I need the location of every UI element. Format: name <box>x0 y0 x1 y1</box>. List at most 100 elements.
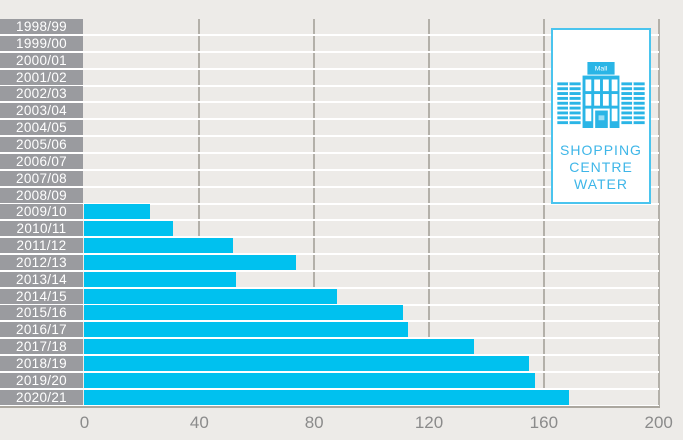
svg-text:Mall: Mall <box>595 66 608 73</box>
gridline-120 <box>428 19 431 407</box>
chart-row: 2014/15 <box>0 288 683 304</box>
category-label: 2015/16 <box>0 305 83 321</box>
chart-row: 2008/09 <box>0 187 683 203</box>
row-separator <box>0 253 659 256</box>
chart-row: 2018/19 <box>0 356 683 371</box>
category-label: 2008/09 <box>0 187 83 203</box>
row-separator <box>0 286 659 289</box>
row-separator <box>0 168 659 171</box>
chart-row: 2010/11 <box>0 221 683 237</box>
row-separator <box>0 404 659 407</box>
row-separator <box>0 84 659 87</box>
gridline-160 <box>542 19 545 407</box>
row-separator <box>0 202 659 205</box>
chart-row: 1999/00 <box>0 35 683 51</box>
category-label: 2009/10 <box>0 204 83 220</box>
badge-line-3: WATER <box>574 176 628 192</box>
row-separator <box>0 371 659 373</box>
bar-2010-11 <box>84 221 173 237</box>
chart-row: 2011/12 <box>0 238 683 254</box>
category-label: 2006/07 <box>0 153 83 169</box>
bar-2020-21 <box>84 389 570 405</box>
chart-row: 2019/20 <box>0 372 683 388</box>
row-separator <box>0 337 659 340</box>
row-separator <box>0 185 659 188</box>
chart-row: 2004/05 <box>0 120 683 136</box>
x-tick-label-120: 120 <box>414 413 444 432</box>
gridline-80 <box>313 19 316 407</box>
x-tick-label-40: 40 <box>189 413 209 432</box>
gridline-40 <box>198 19 201 407</box>
row-separator <box>0 320 659 323</box>
chart-row: 2005/06 <box>0 136 683 152</box>
category-label: 2013/14 <box>0 271 83 287</box>
bar-2018-19 <box>84 356 529 371</box>
bar-2011-12 <box>84 238 234 254</box>
chart-row: 2015/16 <box>0 305 683 321</box>
bar-2016-17 <box>84 322 409 338</box>
category-label: 2020/21 <box>0 389 83 405</box>
category-label: 2007/08 <box>0 170 83 186</box>
chart-row: 1998/99 <box>0 19 683 34</box>
chart-row: 2017/18 <box>0 339 683 355</box>
bar-2009-10 <box>84 204 151 220</box>
shopping-centre-water-badge: Mall SHOPPING CENTRE WATER <box>551 28 651 204</box>
x-axis-line <box>0 406 660 408</box>
bar-2013-14 <box>84 271 237 287</box>
chart-row: 2016/17 <box>0 322 683 338</box>
chart-row: 2020/21 <box>0 389 683 405</box>
row-separator <box>0 118 659 121</box>
row-separator <box>0 236 659 239</box>
row-separator <box>0 34 659 36</box>
row-separator <box>0 354 659 357</box>
row-separator <box>0 387 659 390</box>
chart-row: 2002/03 <box>0 86 683 102</box>
chart-row: 2006/07 <box>0 153 683 169</box>
x-tick-label-0: 0 <box>79 413 90 432</box>
category-label: 2010/11 <box>0 221 83 237</box>
category-label: 2018/19 <box>0 356 83 371</box>
category-label: 2017/18 <box>0 339 83 355</box>
badge-line-2: CENTRE <box>569 159 633 175</box>
row-separator <box>0 151 659 154</box>
bar-2019-20 <box>84 372 535 388</box>
row-separator <box>0 219 659 222</box>
row-separator <box>0 269 659 272</box>
category-label: 2016/17 <box>0 322 83 338</box>
bar-2012-13 <box>84 254 297 270</box>
bar-2014-15 <box>84 288 337 304</box>
category-label: 1999/00 <box>0 35 83 51</box>
chart-row: 2000/01 <box>0 52 683 68</box>
category-label: 1998/99 <box>0 19 83 34</box>
row-separator <box>0 135 659 138</box>
category-label: 2000/01 <box>0 52 83 68</box>
category-label: 2005/06 <box>0 136 83 152</box>
category-label: 2012/13 <box>0 254 83 270</box>
bar-2015-16 <box>84 305 403 321</box>
row-separator <box>0 101 659 104</box>
gridline-200 <box>657 19 660 407</box>
chart-row: 2001/02 <box>0 69 683 85</box>
chart-row: 2003/04 <box>0 103 683 119</box>
row-separator <box>0 303 659 306</box>
category-label: 2003/04 <box>0 103 83 119</box>
badge-text: SHOPPING CENTRE WATER <box>560 142 642 193</box>
chart-row: 2012/13 <box>0 254 683 270</box>
bar-2017-18 <box>84 339 475 355</box>
chart-row: 2013/14 <box>0 271 683 287</box>
category-label: 2014/15 <box>0 288 83 304</box>
badge-line-1: SHOPPING <box>560 142 642 158</box>
chart-row: 2009/10 <box>0 204 683 220</box>
row-separator <box>0 50 659 53</box>
x-tick-label-200: 200 <box>644 413 673 432</box>
category-label: 2011/12 <box>0 238 83 254</box>
x-tick-label-80: 80 <box>304 413 324 432</box>
category-label: 2004/05 <box>0 120 83 136</box>
category-label: 2019/20 <box>0 372 83 388</box>
category-label: 2001/02 <box>0 69 83 85</box>
shopping-mall-building-icon: Mall <box>557 62 645 128</box>
category-label: 2002/03 <box>0 86 83 102</box>
chart-row: 2007/08 <box>0 170 683 186</box>
row-separator <box>0 67 659 70</box>
